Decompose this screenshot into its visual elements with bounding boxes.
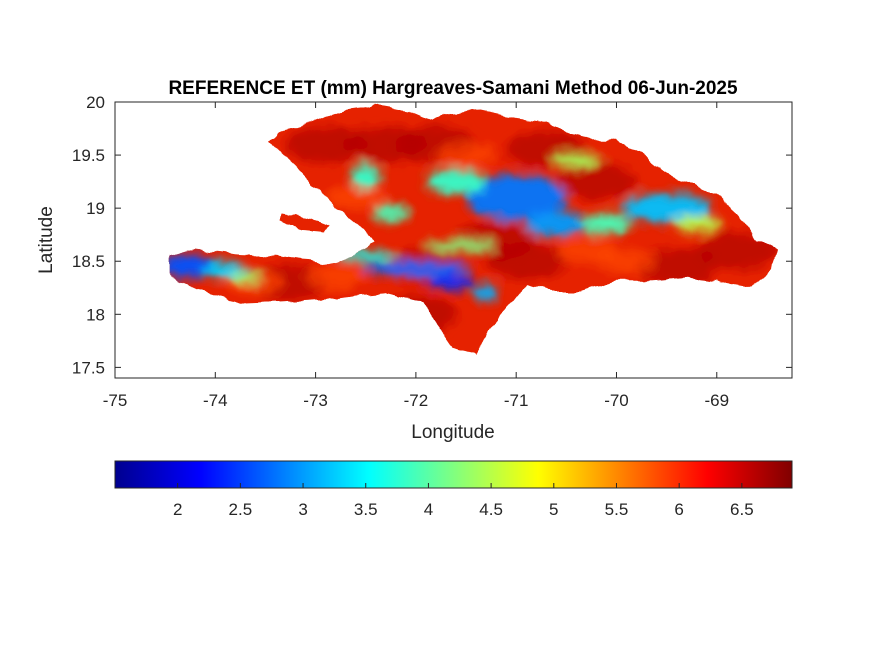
colorbar-tick-label: 6 xyxy=(674,500,683,519)
y-axis-ticks: 20 19.5 19 18.5 18 17.5 xyxy=(72,93,792,377)
et-patch xyxy=(170,253,219,280)
colorbar-tick-label: 4.5 xyxy=(479,500,503,519)
x-tick-label: -69 xyxy=(704,391,729,410)
et-patch xyxy=(350,163,381,190)
et-patch xyxy=(526,211,587,237)
et-warm-spot xyxy=(596,249,657,274)
x-tick-label: -71 xyxy=(504,391,529,410)
x-axis-ticks: -75 -74 -73 -72 -71 -70 -69 xyxy=(103,102,729,410)
et-patch xyxy=(621,193,712,224)
y-tick-label: 17.5 xyxy=(72,358,105,377)
et-hot-spot xyxy=(285,126,366,163)
x-tick-label: -70 xyxy=(604,391,629,410)
et-hot-spot xyxy=(556,163,637,200)
et-patch xyxy=(372,204,409,222)
et-patch xyxy=(671,216,722,232)
et-patch xyxy=(425,168,487,195)
colorbar-tick-label: 3.5 xyxy=(354,500,378,519)
colorbar-tick-label: 2.5 xyxy=(229,500,253,519)
land-mass xyxy=(170,105,777,355)
et-patch xyxy=(227,271,264,283)
y-tick-label: 19.5 xyxy=(72,146,105,165)
et-patch xyxy=(425,240,497,251)
et-patch xyxy=(360,261,472,277)
island-gonave xyxy=(280,213,331,232)
et-hot-spot xyxy=(636,248,717,285)
colorbar-tick-label: 3 xyxy=(298,500,307,519)
colorbar-tick-label: 4 xyxy=(424,500,433,519)
colorbar-tick-label: 5 xyxy=(549,500,558,519)
axes-frame xyxy=(114,101,793,379)
et-patch xyxy=(425,275,477,290)
colorbar-tick-label: 6.5 xyxy=(730,500,754,519)
y-tick-label: 19 xyxy=(86,199,105,218)
colorbar-ticks: 2 2.5 3 3.5 4 4.5 5 5.5 6 6.5 xyxy=(173,483,754,519)
et-patch xyxy=(474,284,499,302)
et-raster xyxy=(170,105,777,355)
et-warm-spot xyxy=(436,143,497,168)
et-patch xyxy=(581,213,632,235)
et-warm-spot xyxy=(325,185,386,210)
et-patch xyxy=(466,174,567,221)
y-axis-label: Latitude xyxy=(36,206,57,274)
x-tick-label: -72 xyxy=(404,391,429,410)
x-tick-label: -74 xyxy=(203,391,228,410)
x-tick-label: -73 xyxy=(303,391,328,410)
et-patch xyxy=(551,154,602,167)
y-tick-label: 18 xyxy=(86,305,105,324)
colorbar: 2 2.5 3 3.5 4 4.5 5 5.5 6 6.5 xyxy=(114,460,793,519)
et-hot-spot xyxy=(456,222,537,258)
colorbar-tick-label: 2 xyxy=(173,500,182,519)
y-tick-label: 18.5 xyxy=(72,252,105,271)
colorbar-gradient xyxy=(114,460,793,489)
map-title: REFERENCE ET (mm) Hargreaves-Samani Meth… xyxy=(168,78,738,99)
x-axis-label: Longitude xyxy=(411,422,494,443)
et-hot-spot xyxy=(696,232,777,269)
map-axes: -75 -74 -73 -72 -71 -70 -69 20 19.5 19 18.5 18 17.5 xyxy=(72,93,793,410)
et-warm-spot xyxy=(305,265,366,290)
colorbar-tick-label: 5.5 xyxy=(605,500,629,519)
et-field-layer xyxy=(170,126,777,333)
y-tick-label: 20 xyxy=(86,93,105,112)
islands xyxy=(280,213,331,232)
x-tick-label: -75 xyxy=(103,391,128,410)
